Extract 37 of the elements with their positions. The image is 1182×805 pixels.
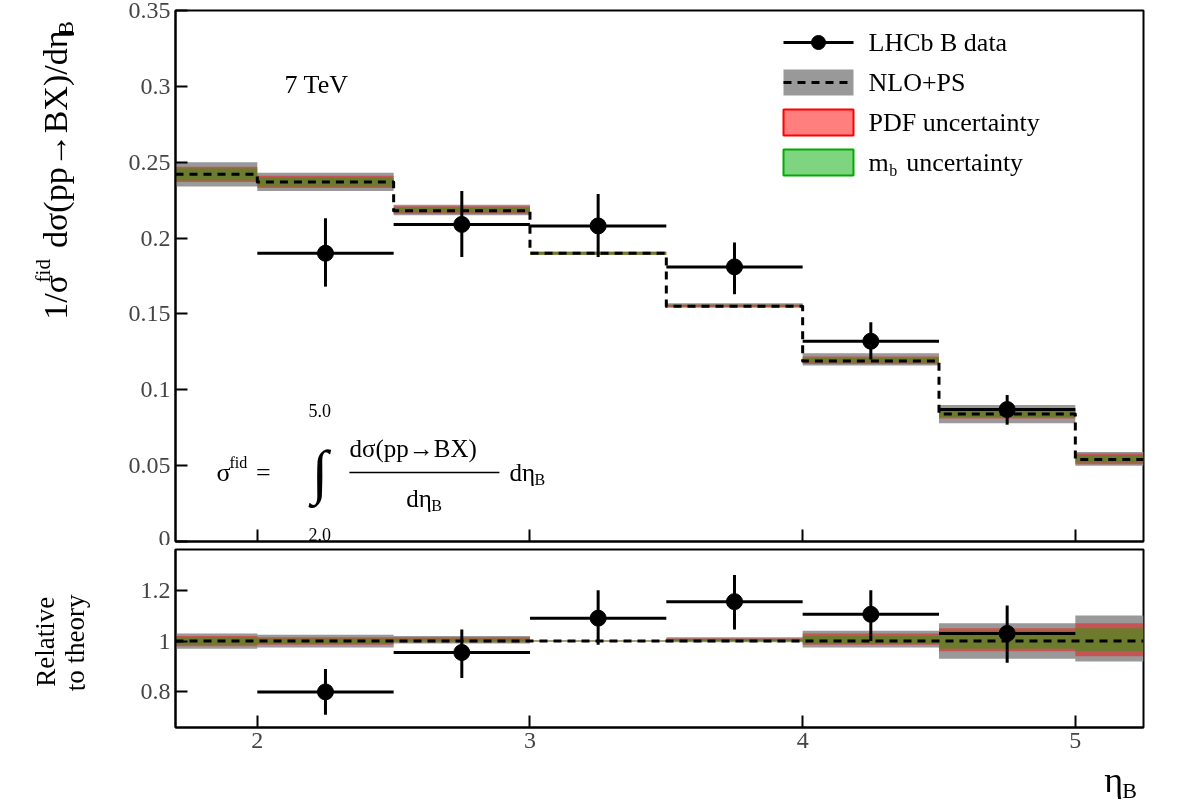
y-tick-label: 0.35 — [128, 0, 171, 23]
point — [316, 244, 334, 262]
annotation: dσ(pp→BX) — [349, 434, 477, 463]
legend-label: LHCb B data — [868, 28, 1008, 57]
point — [316, 683, 334, 701]
y-tick-label: 0.1 — [140, 376, 171, 403]
point — [725, 593, 743, 611]
point — [725, 258, 743, 276]
y-tick-label: 0.25 — [128, 148, 171, 175]
y-tick-label: 0.05 — [128, 452, 171, 479]
annotation: 2.0 — [308, 524, 331, 545]
y-tick-label: 0.3 — [140, 72, 171, 99]
point — [998, 401, 1016, 418]
point — [453, 215, 471, 233]
y-tick-label: 0 — [158, 524, 171, 551]
y-axis-title: Relative to theory — [30, 593, 91, 692]
legend-label: PDF uncertainty — [868, 108, 1040, 137]
point — [862, 332, 880, 350]
y-tick-label: 0.2 — [140, 224, 171, 251]
point — [589, 217, 607, 235]
annotation: ∫ — [308, 439, 332, 510]
point — [453, 644, 471, 661]
y-axis-title: 1/σfid dσ(pp→BX)/dηB — [30, 21, 78, 320]
y-tick-label: 0.8 — [140, 678, 171, 705]
y-tick-label: 1.2 — [140, 576, 171, 603]
y-tick-label: 1 — [158, 627, 171, 654]
x-tick-label: 4 — [796, 726, 809, 753]
point — [862, 605, 880, 623]
annotation: 5.0 — [308, 400, 331, 421]
legend-label: NLO+PS — [868, 68, 966, 97]
annotation: 7 TeV — [284, 70, 349, 100]
x-tick-label: 5 — [1069, 726, 1082, 753]
x-tick-label: 3 — [523, 726, 536, 753]
x-tick-label: 2 — [251, 726, 264, 753]
point — [998, 624, 1016, 642]
y-tick-label: 0.15 — [128, 300, 171, 327]
point — [589, 609, 607, 627]
